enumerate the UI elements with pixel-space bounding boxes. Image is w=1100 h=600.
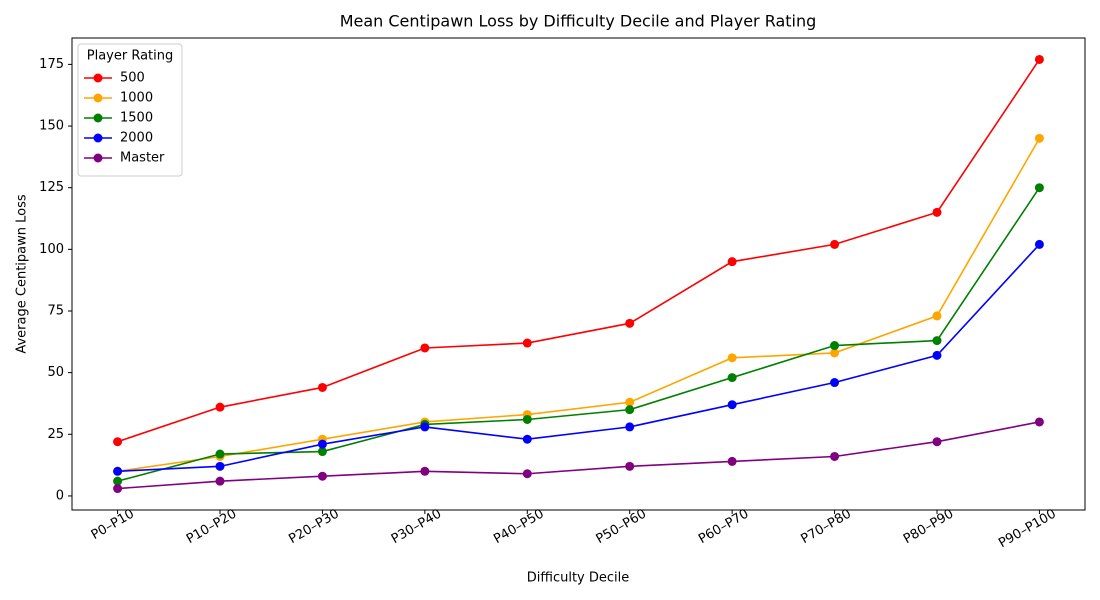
y-tick-label: 125: [39, 180, 64, 195]
data-point: [317, 471, 327, 481]
x-axis-label: Difficulty Decile: [527, 571, 630, 586]
data-point: [932, 207, 942, 217]
legend-label: 500: [120, 71, 145, 86]
legend-label: Master: [120, 151, 165, 166]
data-point: [1034, 133, 1044, 143]
data-point: [522, 434, 532, 444]
data-point: [625, 422, 635, 432]
data-point: [215, 449, 225, 459]
legend-label: 2000: [120, 131, 153, 146]
data-point: [522, 338, 532, 348]
y-axis-label: Average Centipawn Loss: [15, 194, 30, 354]
y-tick-label: 150: [39, 119, 64, 134]
series-line: [117, 243, 1041, 473]
series-line: [117, 59, 1041, 443]
x-tick-label: P70–P80: [799, 507, 854, 548]
x-tick-label: P50–P60: [594, 507, 649, 548]
data-point: [522, 414, 532, 424]
series-line: [117, 137, 1041, 473]
data-point: [727, 400, 737, 410]
data-point: [932, 350, 942, 360]
chart-title: Mean Centipawn Loss by Difficulty Decile…: [340, 12, 817, 31]
data-point: [113, 437, 123, 447]
plot-frame: [71, 37, 1086, 511]
legend-marker: [93, 73, 103, 83]
x-tick-label: P40–P50: [491, 507, 546, 548]
data-point: [317, 439, 327, 449]
data-point: [1034, 183, 1044, 193]
legend-label: 1000: [120, 91, 153, 106]
legend-marker: [93, 113, 103, 123]
legend-marker: [93, 133, 103, 143]
data-point: [522, 469, 532, 479]
y-tick-label: 75: [47, 303, 64, 318]
data-point: [830, 378, 840, 388]
data-point: [420, 422, 430, 432]
legend-title: Player Rating: [87, 49, 174, 64]
x-tick-label: P80–P90: [901, 507, 956, 548]
y-tick-label: 175: [39, 57, 64, 72]
legend-marker: [93, 93, 103, 103]
x-tick-label: P0–P10: [89, 507, 137, 543]
data-point: [215, 461, 225, 471]
data-point: [1034, 417, 1044, 427]
data-point: [625, 461, 635, 471]
data-point: [727, 456, 737, 466]
legend-box: [77, 43, 183, 177]
x-tick-label: P60–P70: [696, 507, 751, 548]
y-tick-label: 100: [39, 242, 64, 257]
data-point: [317, 447, 327, 457]
data-point: [420, 343, 430, 353]
data-point: [1034, 239, 1044, 249]
data-point: [932, 311, 942, 321]
data-point: [625, 318, 635, 328]
y-tick-label: 50: [47, 365, 64, 380]
data-point: [830, 451, 840, 461]
data-point: [830, 348, 840, 358]
x-tick-label: P30–P40: [389, 507, 444, 548]
series-line: [117, 421, 1040, 490]
data-point: [317, 382, 327, 392]
legend-marker: [93, 153, 103, 163]
data-point: [932, 336, 942, 346]
data-point: [113, 466, 123, 476]
data-point: [727, 353, 737, 363]
data-point: [625, 405, 635, 415]
series-line: [117, 187, 1041, 482]
y-tick-label: 25: [47, 427, 64, 442]
data-point: [830, 239, 840, 249]
data-point: [1034, 54, 1044, 64]
data-point: [932, 437, 942, 447]
data-point: [830, 341, 840, 351]
x-tick-label: P10–P20: [184, 507, 239, 548]
data-point: [420, 466, 430, 476]
data-point: [727, 373, 737, 383]
data-point: [625, 397, 635, 407]
data-point: [727, 257, 737, 267]
y-tick-label: 0: [56, 488, 64, 503]
data-point: [215, 402, 225, 412]
x-tick-label: P20–P30: [286, 507, 341, 548]
data-point: [215, 476, 225, 486]
x-tick-label: P90–P100: [996, 507, 1059, 552]
legend-label: 1500: [120, 111, 153, 126]
data-point: [113, 476, 123, 486]
data-point: [113, 484, 123, 494]
